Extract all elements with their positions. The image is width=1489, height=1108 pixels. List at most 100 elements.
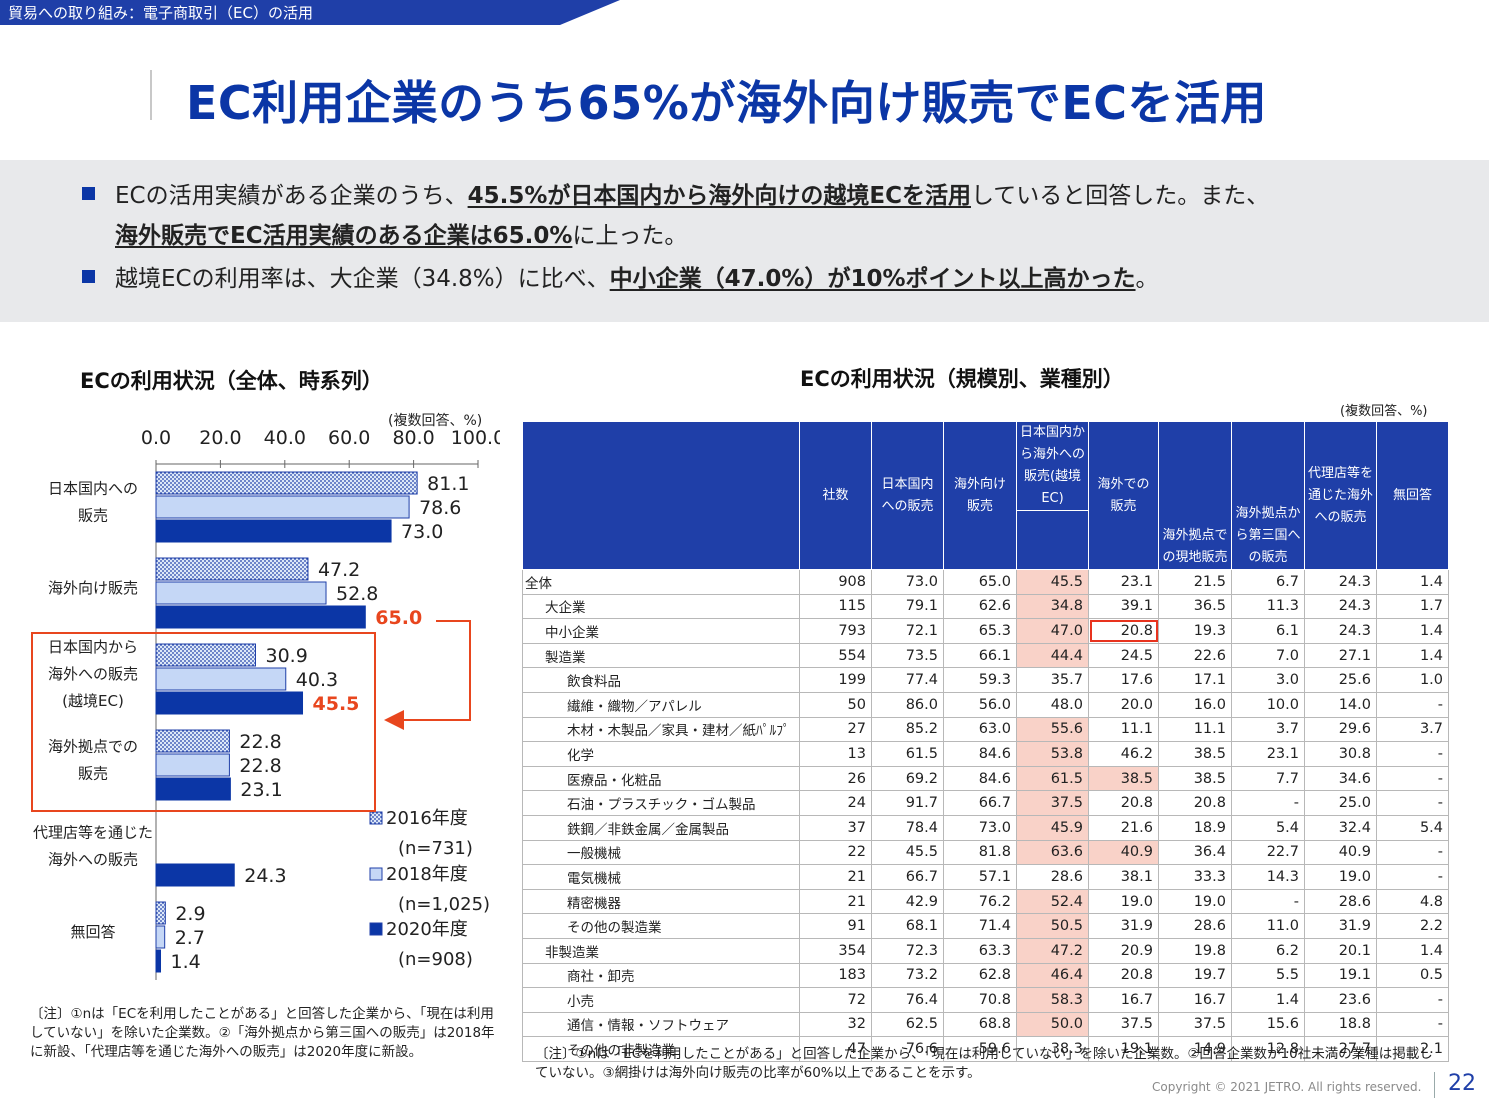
row-label: 医療品・化粧品 xyxy=(522,765,800,792)
header-banner xyxy=(0,0,620,25)
row-label: 鉄鋼／非鉄金属／金属製品 xyxy=(522,814,800,841)
table-cell: 6.7 xyxy=(1231,569,1305,595)
table-cell: 28.6 xyxy=(1016,864,1089,890)
legend-swatch xyxy=(369,922,383,936)
bar-2020年度 xyxy=(155,605,366,629)
table-cell: 7.7 xyxy=(1231,765,1305,792)
bullet-square-icon xyxy=(82,187,95,200)
legend-swatch xyxy=(369,811,383,825)
table-cell: 3.7 xyxy=(1231,716,1305,743)
x-tick-label: 20.0 xyxy=(199,427,241,449)
page-number-divider xyxy=(1434,1072,1435,1098)
table-cell: 17.1 xyxy=(1158,667,1232,693)
row-label: 小売 xyxy=(522,987,800,1013)
data-label: 22.8 xyxy=(239,731,281,753)
table-cell: - xyxy=(1376,987,1449,1013)
table-cell: 36.5 xyxy=(1158,593,1232,620)
summary-text: 越境ECの利用率は、大企業（34.8%）に比べ、 xyxy=(115,266,610,292)
table-cell: 68.8 xyxy=(943,1011,1017,1038)
bar-chart: 0.0 20.0 40.0 60.0 80.0 100.0 81.178.673.0 47.… xyxy=(31,427,500,980)
x-tick-label: 60.0 xyxy=(328,427,370,449)
data-label: 2.7 xyxy=(175,927,205,949)
table-header: 海外での販売 xyxy=(1088,421,1159,570)
page-title: EC利用企業のうち65%が海外向け販売でECを活用 xyxy=(186,76,1267,130)
table-cell: 37.5 xyxy=(1088,1011,1159,1038)
table-cell: 14.0 xyxy=(1304,691,1377,718)
table-row: 非製造業 354 72.3 63.3 47.2 20.9 19.8 6.2 20.1 1.4 xyxy=(522,937,1449,964)
table-header-text: 日本国内への販売 xyxy=(881,476,934,514)
row-label: 全体 xyxy=(522,569,800,595)
table-cell: 354 xyxy=(799,937,872,964)
table-row: 通信・情報・ソフトウェア 32 62.5 68.8 50.0 37.5 37.5 15.6 18… xyxy=(522,1011,1449,1038)
table-row: 商社・卸売 183 73.2 62.8 46.4 20.8 19.7 5.5 19.1 0.5 xyxy=(522,962,1449,989)
table-row: 全体 908 73.0 65.0 45.5 23.1 21.5 6.7 24.3 1.4 xyxy=(522,569,1449,595)
table-cell: 25.0 xyxy=(1304,790,1377,816)
table-cell: 45.9 xyxy=(1016,814,1089,841)
table-cell: 56.0 xyxy=(943,691,1017,718)
table-cell: 53.8 xyxy=(1016,741,1089,767)
summary-bullet-1-cont: 海外販売でEC活用実績のある企業は65.0%に上った。 xyxy=(115,215,687,257)
table-cell: 19.0 xyxy=(1088,888,1159,915)
table-header-text: 日本国内から海外への販売(越境EC) xyxy=(1019,425,1085,506)
table-cell: 59.3 xyxy=(943,667,1017,693)
table-cell: 20.8 xyxy=(1088,618,1159,644)
table-cell: 86.0 xyxy=(871,691,944,718)
table-cell: 12.8 xyxy=(1231,1036,1305,1062)
row-label: 大企業 xyxy=(522,593,800,620)
category-label: (越境EC) xyxy=(62,692,124,710)
data-label: 40.3 xyxy=(296,669,338,691)
table-cell: 58.3 xyxy=(1016,987,1089,1013)
category-label: 海外向け販売 xyxy=(48,579,138,597)
ec-usage-table: 社数 日本国内への販売 海外向け販売 日本国内から海外への販売(越境EC) 海外… xyxy=(522,421,1449,1062)
table-cell: 908 xyxy=(799,569,872,595)
table-row: その他の非製造業 47 76.6 59.6 38.3 19.1 14.9 12.8 27.7 2.… xyxy=(522,1036,1449,1062)
table-cell: 81.8 xyxy=(943,839,1017,866)
bar-2016年度 xyxy=(155,643,256,667)
category-label: 販売 xyxy=(78,507,108,525)
table-cell: 63.0 xyxy=(943,716,1017,743)
table-cell: 24 xyxy=(799,790,872,816)
table-cell: 50 xyxy=(799,691,872,718)
table-cell: 5.4 xyxy=(1231,814,1305,841)
table-cell: 66.1 xyxy=(943,642,1017,669)
table-cell: 10.0 xyxy=(1231,691,1305,718)
table-cell: 6.1 xyxy=(1231,618,1305,644)
row-label: 化学 xyxy=(522,741,800,767)
data-label: 30.9 xyxy=(265,645,307,667)
table-cell: 21.6 xyxy=(1088,814,1159,841)
category-label: 代理店等を通じた xyxy=(33,824,153,842)
bar-2020年度 xyxy=(155,863,235,887)
table-cell: 57.1 xyxy=(943,864,1017,890)
table-cell: 66.7 xyxy=(871,864,944,890)
table-cell: 28.6 xyxy=(1304,888,1377,915)
summary-box: ECの活用実績がある企業のうち、45.5%が日本国内から海外向けの越境ECを活用… xyxy=(0,160,1489,322)
table-row: 大企業 115 79.1 62.6 34.8 39.1 36.5 11.3 24.3 1.7 xyxy=(522,593,1449,620)
row-label: 一般機械 xyxy=(522,839,800,866)
table-cell: 0.5 xyxy=(1376,962,1449,989)
data-label: 22.8 xyxy=(239,755,281,777)
table-header-corner xyxy=(522,421,800,570)
table-cell: 24.5 xyxy=(1088,642,1159,669)
summary-text: 。 xyxy=(1135,266,1159,292)
table-cell: - xyxy=(1231,790,1305,816)
table-row: 化学 13 61.5 84.6 53.8 46.2 38.5 23.1 30.8- xyxy=(522,741,1449,767)
table-row: 一般機械 22 45.5 81.8 63.6 40.9 36.4 22.7 40.9- xyxy=(522,839,1449,866)
table-row: その他の製造業 91 68.1 71.4 50.5 31.9 28.6 11.0 31.9 2.2 xyxy=(522,913,1449,939)
table-cell: 29.6 xyxy=(1304,716,1377,743)
right-table-title: ECの利用状況（規模別、業種別） xyxy=(800,367,1124,391)
table-cell: 17.6 xyxy=(1088,667,1159,693)
table-cell: 62.8 xyxy=(943,962,1017,989)
table-cell: 7.0 xyxy=(1231,642,1305,669)
table-cell: 40.9 xyxy=(1304,839,1377,866)
table-cell: 34.8 xyxy=(1016,593,1089,620)
data-label: 81.1 xyxy=(427,473,469,495)
table-cell: 14.9 xyxy=(1158,1036,1232,1062)
table-cell: 19.1 xyxy=(1304,962,1377,989)
table-cell: 47.2 xyxy=(1016,937,1089,964)
table-cell: 554 xyxy=(799,642,872,669)
table-header-text: 海外での販売 xyxy=(1097,476,1150,514)
table-cell: 30.8 xyxy=(1304,741,1377,767)
table-cell: 16.0 xyxy=(1158,691,1232,718)
table-header-text: 代理店等を通じた海外への販売 xyxy=(1307,465,1373,525)
table-subheader: 海外拠点での現地販売 xyxy=(1158,421,1232,570)
